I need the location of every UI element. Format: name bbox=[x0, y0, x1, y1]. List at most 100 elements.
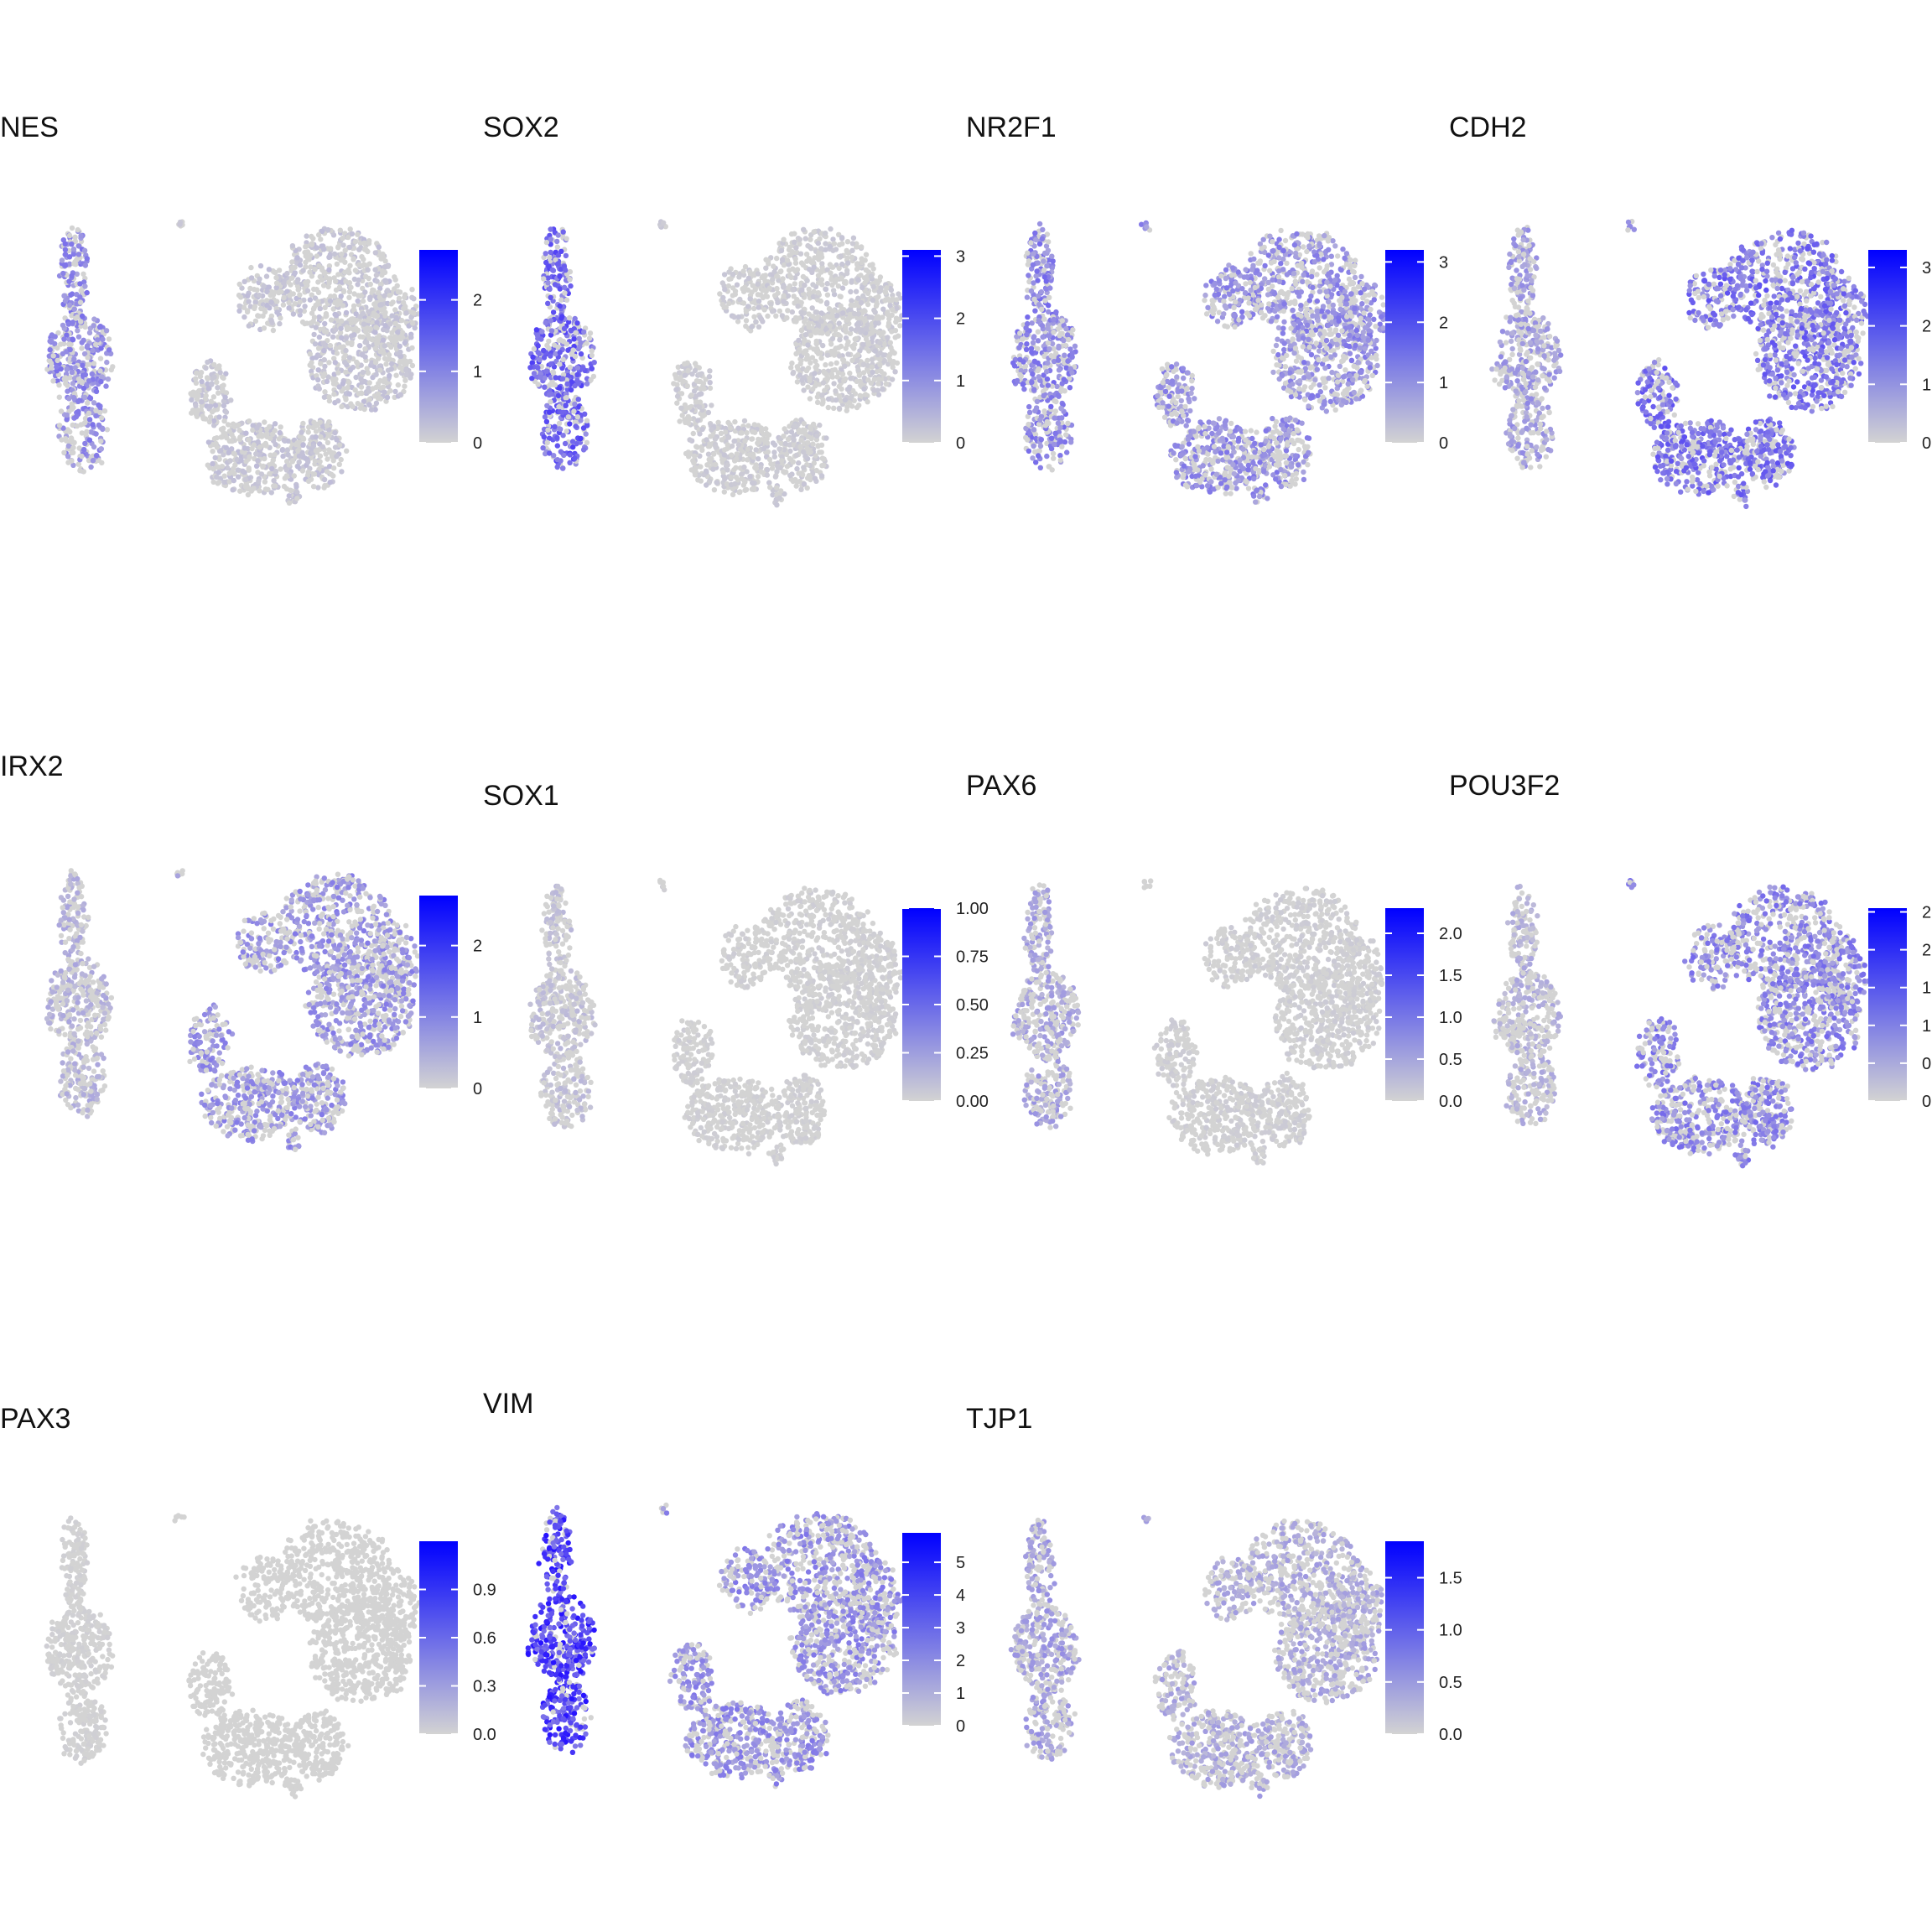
cell-point-right bbox=[811, 229, 818, 235]
cell-point-right bbox=[792, 239, 797, 245]
cell-point-left bbox=[567, 421, 573, 427]
cell-point-right bbox=[342, 269, 348, 275]
cell-point-left bbox=[52, 334, 58, 340]
cell-point-right bbox=[268, 317, 274, 324]
cell-point-left bbox=[78, 319, 84, 325]
cell-point-right bbox=[875, 376, 882, 382]
cell-point-left bbox=[540, 445, 546, 451]
cell-point-right bbox=[694, 444, 700, 450]
cell-point-right bbox=[366, 275, 371, 282]
cell-point-right bbox=[771, 293, 778, 299]
cell-point-right bbox=[369, 360, 375, 366]
cell-point-left bbox=[82, 415, 89, 422]
cell-point-left bbox=[543, 418, 550, 424]
cell-point-right bbox=[771, 269, 777, 275]
cell-point-right bbox=[392, 307, 398, 313]
cell-point-right bbox=[829, 374, 836, 380]
cell-point-left bbox=[1047, 285, 1053, 291]
cell-point-left bbox=[48, 361, 55, 366]
cell-point-right bbox=[284, 288, 290, 294]
cell-point-left bbox=[62, 252, 69, 257]
cell-point-right bbox=[855, 367, 861, 373]
cell-point-right bbox=[737, 489, 743, 496]
cell-point-right bbox=[378, 385, 384, 391]
cell-point-right bbox=[242, 278, 247, 284]
cell-point-left bbox=[64, 332, 70, 338]
cell-point-right bbox=[349, 340, 355, 345]
cell-point-left bbox=[85, 355, 91, 361]
cell-point-right bbox=[831, 308, 837, 314]
cell-point-right bbox=[409, 345, 415, 351]
cell-point-right bbox=[346, 244, 353, 251]
cell-point-left bbox=[557, 273, 563, 279]
cell-point-right bbox=[801, 465, 807, 470]
cell-point-right bbox=[336, 384, 342, 390]
cell-point-right bbox=[710, 466, 716, 472]
cell-point-left bbox=[93, 413, 99, 418]
cell-point-left bbox=[1025, 314, 1031, 320]
cell-point-right bbox=[824, 384, 830, 390]
cell-point-left bbox=[545, 427, 551, 433]
cell-point-right bbox=[742, 438, 748, 444]
cell-point-right bbox=[684, 383, 690, 389]
cell-point-right bbox=[806, 286, 812, 293]
cell-point-right bbox=[796, 429, 802, 435]
cell-point-right bbox=[322, 320, 328, 327]
cell-point-right bbox=[291, 473, 297, 479]
cell-point-right bbox=[814, 394, 821, 400]
cell-point-right bbox=[300, 436, 307, 442]
cell-point-right bbox=[836, 320, 842, 326]
cell-point-right bbox=[221, 382, 226, 388]
cell-point-right bbox=[221, 473, 227, 479]
cell-point-right bbox=[782, 491, 787, 497]
cell-point-right bbox=[856, 402, 862, 408]
cell-point-right bbox=[387, 387, 393, 394]
cell-point-left bbox=[62, 315, 68, 321]
cell-point-right bbox=[849, 357, 855, 363]
cell-point-right bbox=[828, 361, 834, 367]
cell-point-left bbox=[1020, 336, 1026, 342]
cell-point-right bbox=[893, 297, 900, 303]
cell-point-right bbox=[223, 409, 230, 415]
cell-point-right bbox=[764, 440, 771, 446]
cell-point-right bbox=[373, 325, 379, 330]
cell-point-right bbox=[326, 263, 333, 269]
cell-point-right bbox=[678, 405, 684, 411]
cell-point-left bbox=[584, 439, 590, 445]
cell-point-right bbox=[335, 370, 341, 376]
cell-point-left bbox=[552, 382, 558, 388]
cell-point-right bbox=[324, 313, 330, 319]
cell-point-right bbox=[820, 380, 827, 386]
cell-point-left bbox=[68, 435, 75, 441]
cell-point-right bbox=[362, 289, 368, 295]
cell-point-right bbox=[231, 450, 236, 456]
cell-point-left bbox=[566, 319, 572, 325]
cell-point-right bbox=[768, 301, 774, 307]
cell-point-right bbox=[766, 456, 773, 463]
cell-point-right bbox=[397, 392, 403, 397]
cell-point-right bbox=[271, 478, 277, 484]
cell-point-right bbox=[841, 280, 848, 286]
cell-point-right bbox=[360, 369, 366, 376]
cell-point-left bbox=[586, 335, 593, 341]
cell-point-right bbox=[882, 376, 888, 382]
cell-point-left bbox=[75, 461, 82, 467]
cell-point-left bbox=[1044, 231, 1051, 237]
cell-point-left bbox=[564, 297, 570, 303]
cell-point-left bbox=[557, 303, 563, 309]
cell-point-right bbox=[872, 348, 878, 354]
cell-point-left bbox=[93, 341, 99, 347]
cell-point-right bbox=[229, 438, 235, 444]
cell-point-right bbox=[849, 278, 854, 283]
cell-point-left bbox=[96, 402, 101, 408]
cell-point-right bbox=[286, 299, 292, 306]
cell-point-right bbox=[859, 260, 865, 266]
cell-point-right bbox=[814, 399, 821, 406]
cell-point-right bbox=[315, 485, 321, 491]
cell-point-right bbox=[751, 422, 757, 428]
cell-point-right bbox=[392, 277, 398, 283]
cell-point-left bbox=[66, 278, 72, 284]
cell-point-left bbox=[575, 381, 582, 387]
cell-point-right bbox=[193, 376, 199, 382]
cell-point-right bbox=[368, 407, 375, 413]
